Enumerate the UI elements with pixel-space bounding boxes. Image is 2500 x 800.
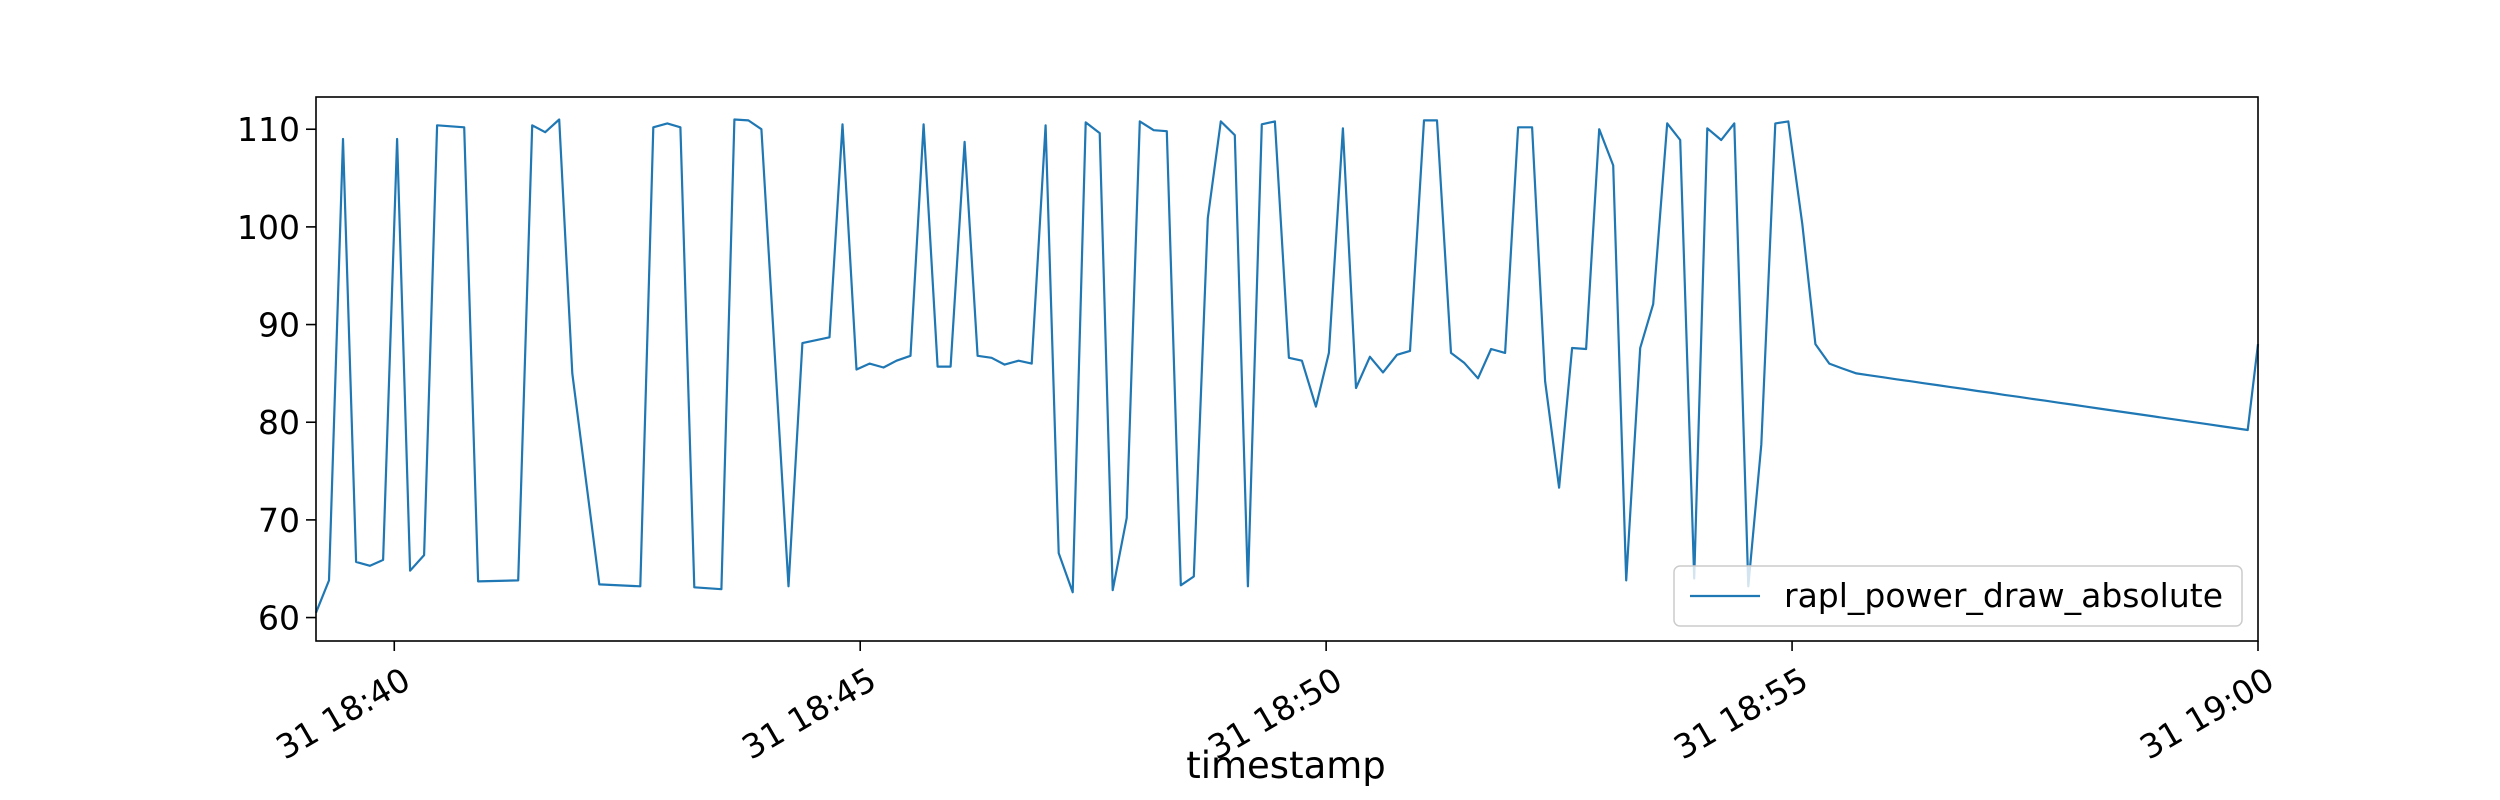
x-axis-title: timestamp <box>1186 744 1386 787</box>
axes-frame <box>315 96 2259 642</box>
y-tick-label: 90 <box>258 306 300 345</box>
series-line-rapl-power-draw-absolute <box>314 118 2260 614</box>
y-tick-label: 80 <box>258 403 300 442</box>
plot-area <box>314 96 2260 642</box>
y-tick-label: 70 <box>258 501 300 540</box>
y-tick-label: 100 <box>237 208 300 247</box>
legend-box <box>1673 565 2243 627</box>
y-axis: 60 70 80 90 100 110 <box>237 110 316 638</box>
y-tick-label: 60 <box>258 599 300 638</box>
legend: rapl_power_draw_absolute <box>1673 565 2243 627</box>
legend-label: rapl_power_draw_absolute <box>1784 576 2223 615</box>
y-tick-label: 110 <box>237 110 300 149</box>
